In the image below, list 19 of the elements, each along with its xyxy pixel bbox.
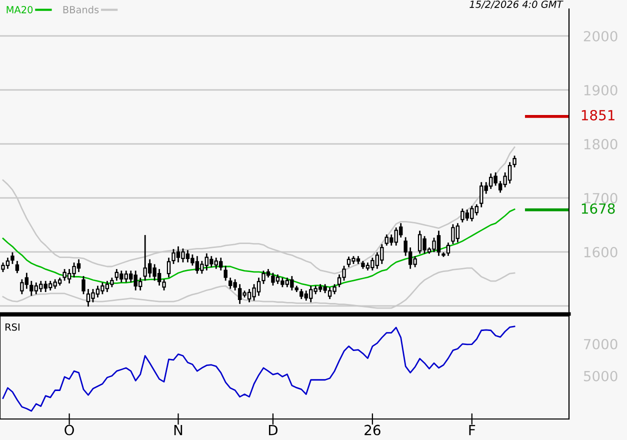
x-tick-label: F — [469, 424, 476, 436]
x-tick-label: O — [64, 424, 74, 436]
candlestick — [15, 260, 20, 274]
x-tick-label: 26 — [364, 424, 380, 436]
y-tick-label: 1700 — [584, 192, 618, 204]
candlestick — [446, 242, 450, 256]
ref-line-label: 1678 — [582, 203, 615, 214]
candlestick — [10, 252, 14, 264]
legend-label: BBands — [63, 6, 99, 14]
candlestick — [82, 276, 86, 294]
candlestick — [512, 156, 516, 168]
legend-label: MA20 — [6, 6, 33, 14]
x-tick-label: D — [268, 424, 278, 436]
text: RSI — [6, 323, 20, 331]
candlestick — [166, 258, 171, 278]
x-tick-label: N — [174, 424, 182, 436]
ref-line-label: 1851 — [582, 110, 614, 120]
text: 15/2/2026 4:0 GMT — [470, 0, 564, 9]
candlestick — [224, 266, 228, 281]
